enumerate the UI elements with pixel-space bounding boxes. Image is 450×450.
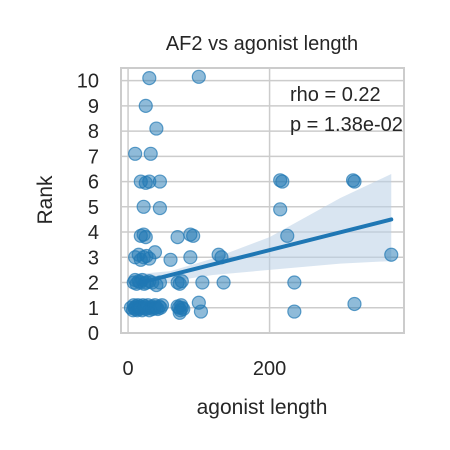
data-point: [384, 247, 399, 262]
data-point: [195, 275, 210, 290]
data-point: [152, 174, 168, 189]
y-tick-label: 9: [88, 96, 99, 118]
y-tick-label: 2: [88, 273, 99, 295]
y-axis-label: Rank: [34, 175, 57, 225]
chart-title: AF2 vs agonist length: [166, 33, 358, 55]
x-axis-label: agonist length: [197, 396, 328, 419]
data-point: [138, 98, 153, 113]
data-point: [138, 229, 153, 245]
grid-lines: [121, 68, 404, 334]
regression-line: [138, 217, 394, 285]
data-points: [123, 69, 399, 320]
data-point: [163, 252, 178, 267]
y-tick-label: 10: [77, 71, 99, 93]
data-point: [287, 304, 302, 319]
data-point: [147, 245, 163, 260]
data-point: [172, 305, 187, 320]
data-point: [193, 304, 209, 319]
y-tick-label: 5: [88, 197, 99, 219]
x-tick-label: 0: [123, 358, 134, 380]
data-point: [154, 298, 170, 313]
data-point: [136, 199, 151, 214]
data-point: [142, 70, 157, 86]
data-point: [287, 275, 302, 290]
x-tick-label: 200: [253, 358, 286, 380]
confidence-band: [140, 174, 392, 292]
data-point: [216, 275, 231, 290]
data-point: [174, 274, 189, 289]
data-point: [128, 146, 143, 161]
y-tick-label: 8: [88, 121, 99, 143]
data-point: [143, 146, 158, 161]
data-point: [347, 174, 362, 189]
y-tick-label: 0: [88, 323, 99, 345]
data-point: [183, 250, 198, 265]
data-point: [191, 69, 206, 84]
y-axis-ticks: 0 1 2 3 4 5 6 7 8 9 10: [77, 71, 99, 345]
y-tick-label: 1: [88, 298, 99, 320]
y-tick-label: 7: [88, 146, 99, 168]
data-point: [273, 202, 288, 217]
regression-line-group: [138, 217, 394, 285]
data-point: [152, 200, 168, 216]
data-point: [280, 228, 295, 243]
y-tick-label: 4: [88, 222, 99, 244]
p-value-annotation: p = 1.38e-02: [290, 114, 403, 136]
ci-band: [140, 174, 392, 292]
y-tick-label: 6: [88, 172, 99, 194]
data-point: [149, 121, 164, 136]
plot-frame: [120, 67, 405, 334]
x-axis-ticks: 0 200: [123, 358, 287, 380]
data-point: [275, 174, 290, 189]
data-point: [186, 228, 201, 243]
y-tick-label: 3: [88, 247, 99, 269]
data-point: [347, 296, 362, 312]
data-point: [170, 229, 185, 245]
rho-annotation: rho = 0.22: [290, 84, 381, 106]
